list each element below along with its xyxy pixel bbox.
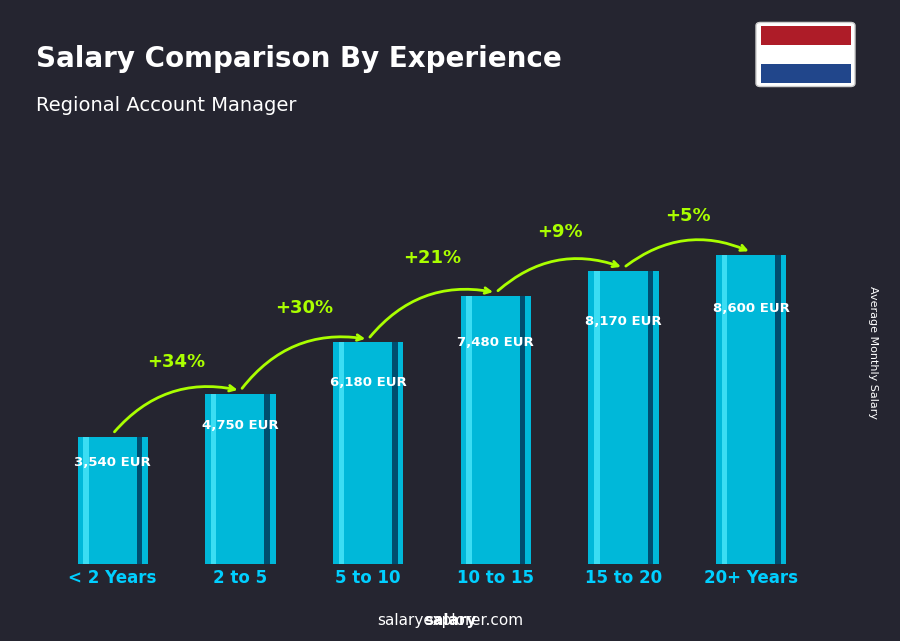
Bar [520,296,526,564]
Text: 4,750 EUR: 4,750 EUR [202,419,279,432]
Bar [77,437,148,564]
Bar [392,342,398,564]
Bar [205,394,275,564]
Bar [775,256,781,564]
Bar [647,271,653,564]
Bar [589,271,659,564]
Bar [466,296,472,564]
Text: Average Monthly Salary: Average Monthly Salary [868,286,878,419]
Text: salary: salary [424,613,476,628]
Bar [338,342,344,564]
Text: 8,170 EUR: 8,170 EUR [585,315,662,328]
Text: +30%: +30% [275,299,333,317]
Text: +9%: +9% [537,223,582,241]
Bar [333,342,403,564]
Text: 8,600 EUR: 8,600 EUR [713,302,790,315]
Text: +5%: +5% [665,206,710,224]
Bar [716,256,787,564]
Text: Regional Account Manager: Regional Account Manager [36,96,296,115]
Text: +34%: +34% [148,353,205,371]
Bar [594,271,599,564]
Bar [137,437,142,564]
Bar [211,394,217,564]
Bar [722,256,727,564]
Text: Salary Comparison By Experience: Salary Comparison By Experience [36,45,562,73]
Text: 7,480 EUR: 7,480 EUR [457,336,535,349]
Text: salaryexplorer.com: salaryexplorer.com [377,613,523,628]
Text: 3,540 EUR: 3,540 EUR [75,456,151,469]
Text: +21%: +21% [403,249,461,267]
Bar [83,437,89,564]
Text: 6,180 EUR: 6,180 EUR [329,376,407,388]
Bar [265,394,270,564]
Bar [461,296,531,564]
